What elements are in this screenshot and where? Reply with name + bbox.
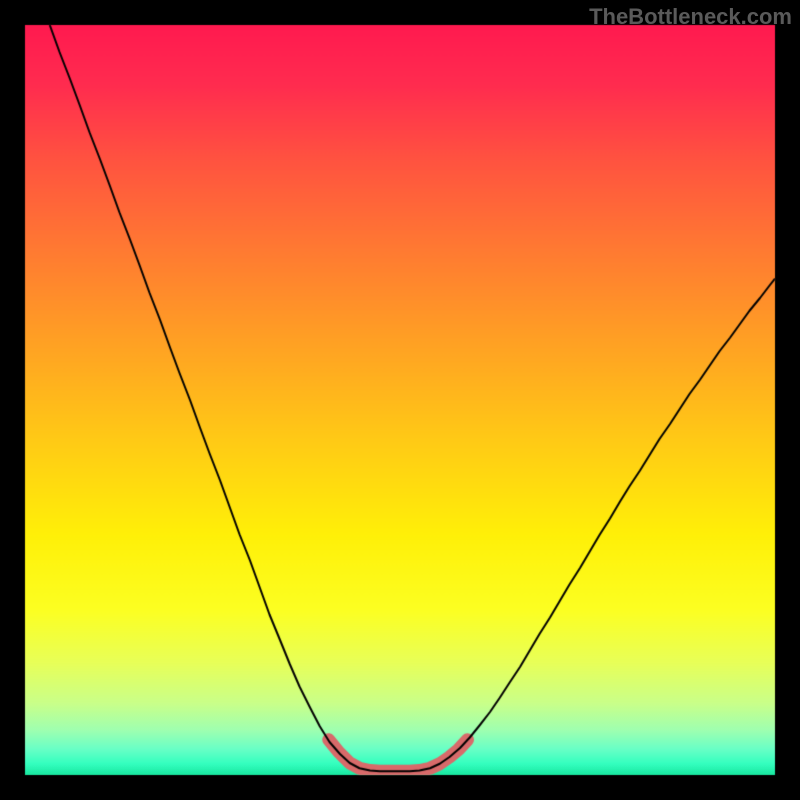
bottleneck-curve — [0, 0, 800, 800]
bottleneck-chart: TheBottleneck.com — [0, 0, 800, 800]
watermark-text: TheBottleneck.com — [589, 4, 792, 30]
